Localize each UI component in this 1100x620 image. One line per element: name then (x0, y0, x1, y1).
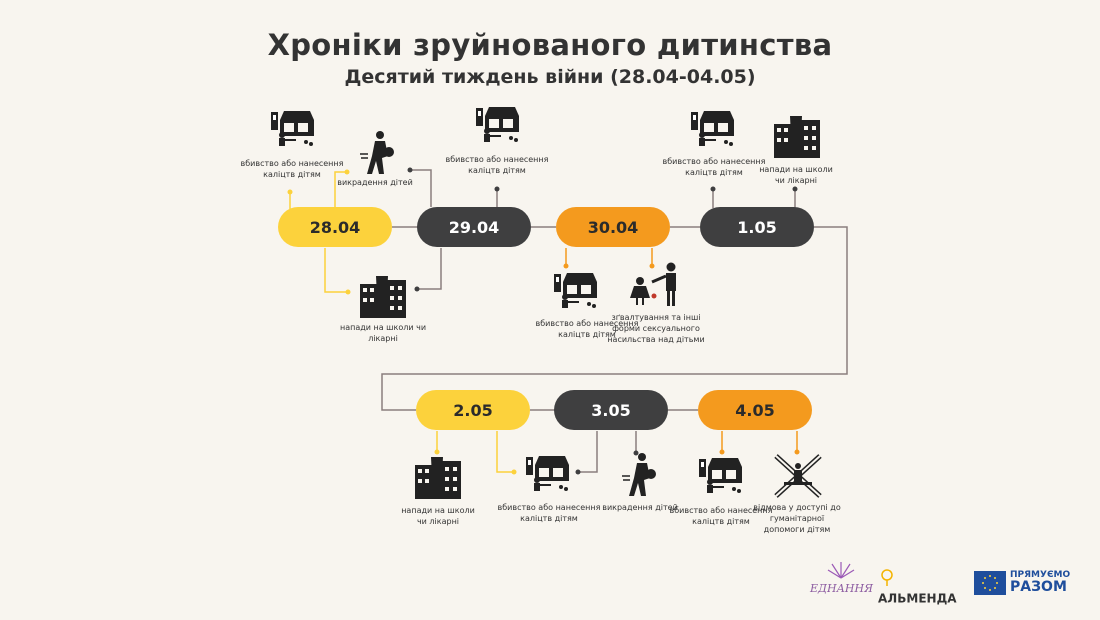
caption-killing: вбивство або нанесення каліцтв дітям (445, 155, 549, 175)
abduction-icon (622, 453, 656, 496)
date-pill-0405: 4.05 (698, 390, 812, 430)
killing-icon (699, 458, 742, 493)
caption-killing: вбивство або нанесення каліцтв дітям (669, 506, 773, 526)
denial-of-aid-icon (774, 454, 822, 498)
date-pill-3004: 30.04 (556, 207, 670, 247)
date-pill-2804: 28.04 (278, 207, 392, 247)
caption-sexual-violence: зґвалтування та інші форми сексуального … (607, 313, 705, 344)
killing-icon (691, 111, 734, 146)
ednannia-logo: ЕДНАННЯ (810, 558, 873, 595)
attacks-icon (774, 116, 820, 158)
date-pill-0205: 2.05 (416, 390, 530, 430)
caption-attacks: напади на школи чи лікарні (401, 506, 475, 526)
eu-slogan-line1: ПРЯМУЄМО (1010, 570, 1071, 580)
date-pill-2904: 29.04 (417, 207, 531, 247)
caption-killing: вбивство або нанесення каліцтв дітям (662, 157, 766, 177)
sexual-violence-icon (630, 262, 676, 306)
bulb-icon (881, 569, 893, 586)
caption-denial-of-aid: відмова у доступі до гуманітарної допомо… (753, 503, 841, 534)
caption-attacks: напади на школи чи лікарні (759, 165, 833, 185)
eu-flag-icon (974, 571, 1006, 595)
killing-icon (526, 456, 569, 491)
abduction-icon (360, 131, 394, 174)
almenda-wordmark: АЛЬМЕНДА (878, 591, 957, 606)
page-title: Хроніки зруйнованого дитинства (267, 28, 833, 62)
killing-icon (476, 107, 519, 142)
flower-icon (827, 562, 855, 579)
almenda-logo: АЛЬМЕНДА (878, 566, 962, 607)
ednannia-wordmark: ЕДНАННЯ (810, 582, 873, 595)
caption-abduction: викрадення дітей (337, 178, 413, 187)
page-subtitle: Десятий тиждень війни (28.04-04.05) (344, 66, 756, 88)
eu-logo: ПРЯМУЄМО РАЗОМ (974, 570, 1086, 596)
caption-killing: вбивство або нанесення каліцтв дітям (497, 503, 601, 523)
caption-attacks: напади на школи чи лікарні (339, 323, 427, 343)
killing-icon (554, 273, 597, 308)
attacks-icon (415, 457, 461, 499)
caption-killing: вбивство або нанесення каліцтв дітям (535, 319, 639, 339)
killing-icon (271, 111, 314, 146)
attacks-icon (360, 276, 406, 318)
caption-killing: вбивство або нанесення каліцтв дітям (240, 159, 344, 179)
eu-slogan-line2: РАЗОМ (1010, 579, 1067, 595)
date-pill-0105: 1.05 (700, 207, 814, 247)
date-pill-0305: 3.05 (554, 390, 668, 430)
caption-abduction: викрадення дітей (602, 503, 678, 512)
